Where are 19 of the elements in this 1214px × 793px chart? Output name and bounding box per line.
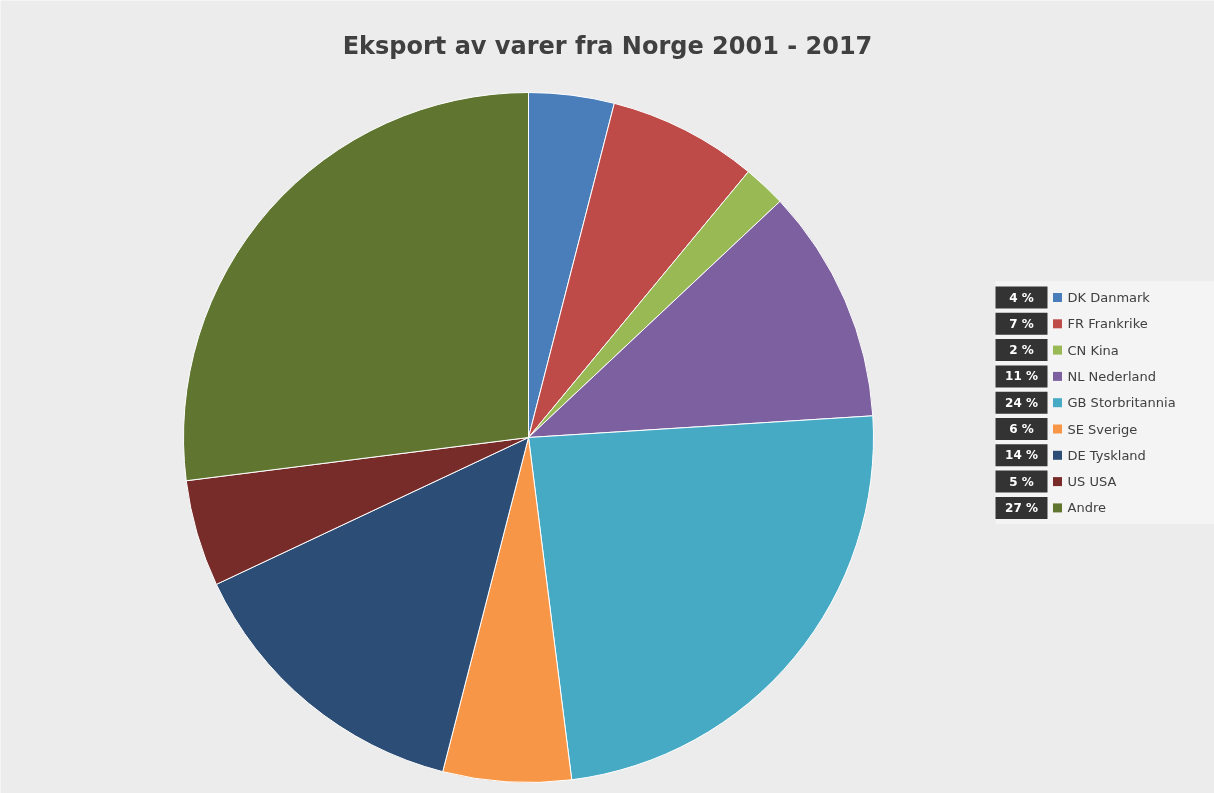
data-label: 6 % [1009, 422, 1034, 436]
legend-label: GB Storbritannia [1067, 395, 1176, 411]
legend-label: US USA [1067, 474, 1117, 490]
data-label: 2 % [1009, 343, 1034, 358]
legend-label: CN Kina [1067, 342, 1119, 358]
data-label: 11 % [1005, 369, 1038, 384]
legend-label: DE Tyskland [1067, 447, 1146, 463]
legend-label: SE Sverige [1067, 421, 1138, 437]
data-label: 27 % [1005, 500, 1038, 515]
data-label: 4 % [1009, 290, 1034, 305]
legend-label: DK Danmark [1067, 290, 1151, 305]
data-label: 5 % [1009, 474, 1034, 489]
data-label: 14 % [1005, 448, 1038, 463]
legend-label: Andre [1067, 500, 1106, 516]
data-label: 7 % [1009, 316, 1034, 331]
legend-label: NL Nederland [1067, 368, 1156, 384]
data-label: 24 % [1005, 395, 1038, 410]
legend-label: FR Frankrike [1067, 316, 1148, 332]
chart-title: Eksport av varer fra Norge 2001 - 2017 [342, 31, 873, 60]
